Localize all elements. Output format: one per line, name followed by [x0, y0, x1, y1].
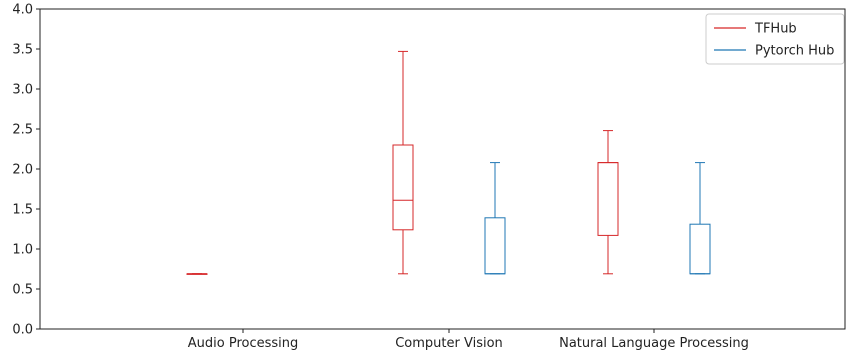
legend-label-pytorch-hub: Pytorch Hub	[755, 44, 834, 59]
y-axis-ticks: 0.0 0.5 1.0 1.5 2.0 2.5 3.0 3.5 4.0	[12, 3, 40, 338]
box-iqr	[597, 162, 619, 236]
y-tick-label: 0.0	[12, 323, 33, 338]
box-iqr	[392, 144, 414, 231]
y-tick-label: 3.0	[12, 83, 33, 98]
x-tick-label: Natural Language Processing	[559, 336, 749, 351]
x-tick-label: Audio Processing	[188, 336, 299, 351]
y-tick-label: 4.0	[12, 3, 33, 18]
box-pytorch-hub	[689, 162, 711, 275]
y-tick-label: 2.5	[12, 123, 33, 138]
x-axis-ticks: Audio Processing Computer Vision Natural L…	[188, 329, 749, 351]
box-tfhub	[392, 50, 414, 275]
x-tick-label: Computer Vision	[395, 336, 503, 351]
box-tfhub	[186, 273, 208, 275]
y-tick-label: 2.0	[12, 163, 33, 178]
y-tick-label: 1.0	[12, 243, 33, 258]
legend-frame	[705, 13, 845, 65]
box-iqr	[484, 217, 506, 275]
box-series	[186, 50, 711, 275]
box-iqr	[689, 223, 711, 275]
y-tick-label: 3.5	[12, 43, 33, 58]
y-tick-label: 1.5	[12, 203, 33, 218]
box-tfhub	[597, 130, 619, 275]
box-pytorch-hub	[484, 162, 506, 275]
legend-label-tfhub: TFHub	[754, 22, 797, 37]
y-tick-label: 0.5	[12, 283, 33, 298]
legend: TFHub Pytorch Hub	[705, 13, 845, 65]
